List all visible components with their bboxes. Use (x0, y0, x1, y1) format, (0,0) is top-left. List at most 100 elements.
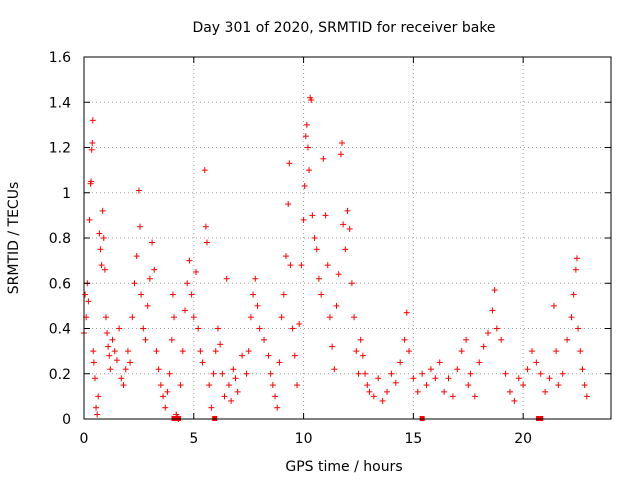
data-point (179, 348, 186, 355)
data-point (97, 246, 104, 253)
data-point (166, 370, 173, 377)
plot-frame (83, 56, 612, 420)
data-point (168, 336, 175, 343)
data-point (88, 178, 95, 185)
data-point (498, 336, 505, 343)
data-point (98, 262, 105, 269)
data-point (511, 397, 518, 404)
data-point (329, 343, 336, 350)
data-point (247, 314, 254, 321)
data-point (301, 182, 308, 189)
data-point (122, 366, 129, 373)
data-point (252, 275, 259, 282)
data-point (370, 393, 377, 400)
data-point (458, 348, 465, 355)
data-point (419, 370, 426, 377)
data-point (553, 348, 560, 355)
data-point (471, 393, 478, 400)
data-point (135, 187, 142, 194)
y-axis-label: SRMTID / TECUs (6, 182, 22, 295)
data-point (188, 291, 195, 298)
data-point (564, 336, 571, 343)
data-point (364, 382, 371, 389)
data-point (357, 336, 364, 343)
data-point (322, 212, 329, 219)
data-point (93, 404, 100, 411)
data-point (476, 359, 483, 366)
data-point (162, 404, 169, 411)
data-point (184, 280, 191, 287)
data-point (140, 325, 147, 332)
chart-title: Day 301 of 2020, SRMTID for receiver bak… (192, 20, 495, 36)
data-point (449, 393, 456, 400)
data-point (118, 375, 125, 382)
data-point (192, 268, 199, 275)
data-points (81, 94, 590, 422)
data-point (101, 266, 108, 273)
data-point (359, 352, 366, 359)
data-point (546, 375, 553, 382)
data-point (116, 325, 123, 332)
data-point (274, 404, 281, 411)
data-point (91, 375, 98, 382)
data-point (124, 348, 131, 355)
data-point (82, 291, 89, 298)
data-point (219, 370, 226, 377)
data-point (164, 388, 171, 395)
data-point (445, 375, 452, 382)
data-point (144, 302, 151, 309)
data-point (427, 366, 434, 373)
data-point (95, 393, 102, 400)
x-tick-label: 10 (295, 431, 313, 447)
data-point (348, 280, 355, 287)
data-point (94, 411, 101, 418)
y-tick-label: 1.4 (49, 95, 71, 111)
data-point (250, 291, 257, 298)
data-point (583, 393, 590, 400)
data-point (133, 253, 140, 260)
data-point (99, 207, 106, 214)
data-point (283, 253, 290, 260)
data-point (342, 246, 349, 253)
data-point (309, 212, 316, 219)
data-point (577, 348, 584, 355)
data-point (131, 280, 138, 287)
data-point (311, 235, 318, 241)
x-tick-labels: 0 5 10 15 20 (80, 431, 533, 447)
data-point (120, 382, 127, 389)
data-point (129, 314, 136, 321)
data-point (90, 348, 97, 355)
data-point (153, 348, 160, 355)
data-point (353, 348, 360, 355)
data-point (105, 343, 112, 350)
data-point (515, 375, 522, 382)
data-point (559, 370, 566, 377)
y-tick-label: 0.4 (49, 322, 71, 338)
data-point (221, 393, 228, 400)
data-point (436, 359, 443, 366)
data-point (388, 370, 395, 377)
x-tick-label: 5 (189, 431, 198, 447)
data-point (203, 239, 210, 246)
data-point (208, 404, 215, 411)
data-point (537, 370, 544, 377)
data-point (581, 382, 588, 389)
data-point (570, 291, 577, 298)
x-axis-label: GPS time / hours (285, 459, 402, 475)
data-point (298, 262, 305, 269)
data-point (113, 357, 120, 364)
data-point (355, 370, 362, 377)
data-point (331, 366, 338, 373)
data-point (239, 352, 246, 359)
data-point (272, 393, 279, 400)
data-point (335, 271, 342, 278)
data-point (528, 348, 535, 355)
data-point (318, 291, 325, 298)
data-point (575, 325, 582, 332)
data-point (287, 262, 294, 269)
data-point (90, 359, 97, 366)
data-point (333, 302, 340, 309)
data-point (465, 382, 472, 389)
data-point (506, 388, 513, 395)
